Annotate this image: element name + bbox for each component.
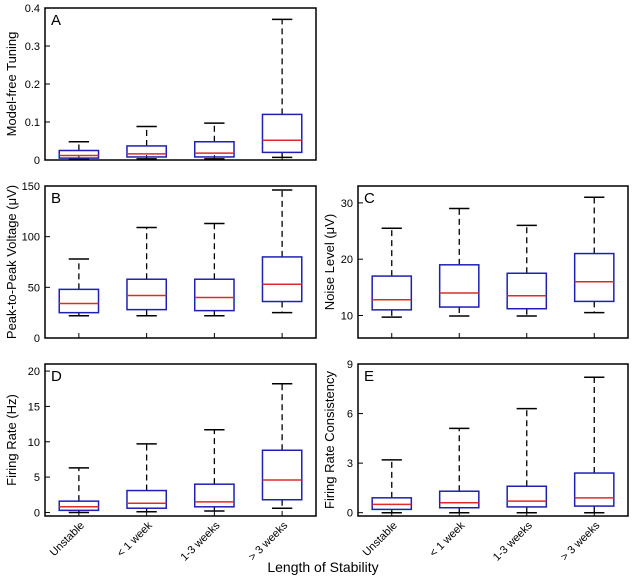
y-axis-label: Noise Level (μV): [322, 214, 337, 310]
box-1: [371, 227, 413, 318]
y-tick-label: 20: [341, 254, 353, 266]
panel-label: D: [51, 368, 62, 385]
box-4: [261, 189, 303, 314]
box-iqr: [58, 288, 100, 314]
box-iqr: [193, 483, 235, 508]
y-tick-label: 5: [34, 472, 40, 484]
x-tick-label: < 1 week: [115, 519, 155, 559]
y-tick-label: 6: [347, 409, 353, 421]
panel-label: A: [51, 12, 61, 29]
box-1: [371, 459, 413, 514]
y-tick-label: 100: [22, 232, 40, 244]
box-4: [573, 196, 615, 314]
box-iqr: [126, 145, 168, 158]
box-iqr: [261, 256, 303, 303]
panel-d: 0 5 10 15 20 Firing Rate (Hz) D Unstable < 1 wee…: [4, 363, 317, 564]
y-tick-label: 10: [28, 437, 40, 449]
panel-frame: [44, 185, 317, 339]
box-2: [126, 226, 168, 317]
box-iqr: [261, 113, 303, 154]
box-2: [438, 207, 480, 317]
box-iqr: [573, 472, 615, 507]
y-tick-label: 30: [341, 198, 353, 210]
y-axis-label: Model-free Tuning: [4, 32, 19, 137]
x-tick-label: < 1 week: [428, 519, 468, 559]
box-3: [193, 122, 235, 160]
box-2: [126, 443, 168, 513]
box-3: [506, 407, 548, 514]
box-1: [58, 141, 100, 160]
box-4: [261, 383, 303, 509]
y-tick-label: 0: [34, 333, 40, 345]
box-1: [58, 467, 100, 514]
panel-label: E: [364, 368, 374, 385]
y-tick-label: 3: [347, 458, 353, 470]
box-iqr: [438, 490, 480, 509]
y-tick-label: 0: [34, 155, 40, 167]
y-tick-label: 0: [34, 507, 40, 519]
box-2: [126, 125, 168, 160]
y-tick-label: 150: [22, 181, 40, 193]
panel-label: B: [51, 190, 61, 207]
y-axis-label: Peak-to-Peak Voltage (μV): [4, 185, 19, 339]
y-tick-label: 50: [28, 282, 40, 294]
box-iqr: [573, 252, 615, 303]
panel-frame: [44, 363, 317, 517]
y-tick-label: 15: [28, 401, 40, 413]
y-tick-label: 0.1: [25, 117, 40, 129]
panel-label: C: [364, 190, 375, 207]
y-tick-label: 0.2: [25, 79, 40, 91]
panel-frame: [357, 185, 629, 339]
x-tick-label: > 3 weeks: [247, 519, 291, 563]
y-tick-label: 0.4: [25, 3, 40, 15]
box-iqr: [506, 272, 548, 310]
x-tick-label: 1-3 weeks: [179, 519, 223, 563]
panel-a: 0 0.1 0.2 0.3 0.4 Model-free Tuning A: [4, 3, 317, 167]
box-iqr: [371, 497, 413, 511]
panel-frame: [357, 363, 629, 517]
y-tick-label: 9: [347, 359, 353, 371]
y-tick-label: 0.3: [25, 41, 40, 53]
box-iqr: [193, 278, 235, 312]
box-iqr: [371, 275, 413, 311]
box-3: [506, 224, 548, 317]
box-2: [438, 427, 480, 514]
x-tick-label: Unstable: [48, 520, 87, 559]
box-iqr: [261, 449, 303, 501]
panel-c: 10 20 30 Noise Level (μV) C: [322, 185, 629, 339]
panel-frame: [44, 7, 317, 161]
x-tick-label: 1-3 weeks: [491, 519, 535, 563]
x-tick-label: Unstable: [361, 520, 400, 559]
box-3: [193, 222, 235, 317]
y-axis-label: Firing Rate (Hz): [4, 394, 19, 486]
y-axis-label: Firing Rate Consistency: [322, 371, 337, 509]
figure-xlabel: Length of Stability: [267, 559, 378, 575]
box-iqr: [506, 485, 548, 508]
box-iqr: [126, 278, 168, 311]
y-tick-label: 20: [28, 366, 40, 378]
box-iqr: [126, 489, 168, 509]
box-iqr: [58, 500, 100, 512]
box-3: [193, 428, 235, 512]
y-tick-label: 10: [341, 310, 353, 322]
box-iqr: [58, 149, 100, 159]
y-tick-label: 0: [347, 508, 353, 520]
box-4: [261, 18, 303, 159]
x-tick-label: > 3 weeks: [559, 519, 603, 563]
box-iqr: [438, 264, 480, 308]
box-4: [573, 376, 615, 514]
panel-e: 0 3 6 9 Firing Rate Consistency E Unstable < 1 …: [322, 359, 629, 564]
box-iqr: [193, 141, 235, 158]
box-1: [58, 258, 100, 317]
